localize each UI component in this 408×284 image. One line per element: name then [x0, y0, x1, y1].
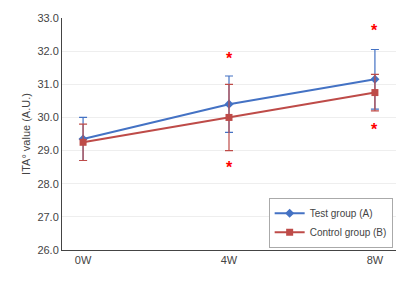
- svg-text:28.0: 28.0: [37, 178, 58, 190]
- svg-text:32.0: 32.0: [37, 45, 58, 57]
- svg-text:4W: 4W: [221, 254, 238, 266]
- svg-text:0W: 0W: [75, 254, 92, 266]
- svg-text:*: *: [226, 50, 233, 67]
- svg-text:ITA° value (A.U.): ITA° value (A.U.): [20, 93, 32, 175]
- svg-text:33.0: 33.0: [37, 12, 58, 24]
- svg-text:29.0: 29.0: [37, 144, 58, 156]
- svg-text:*: *: [226, 159, 233, 176]
- svg-text:8W: 8W: [367, 254, 384, 266]
- svg-text:31.0: 31.0: [37, 78, 58, 90]
- svg-text:*: *: [371, 22, 378, 39]
- svg-text:*: *: [371, 121, 378, 138]
- svg-text:30.0: 30.0: [37, 111, 58, 123]
- svg-text:Control group (B): Control group (B): [310, 227, 387, 238]
- svg-text:26.0: 26.0: [37, 244, 58, 256]
- svg-text:27.0: 27.0: [37, 211, 58, 223]
- svg-text:Test group (A): Test group (A): [310, 208, 373, 219]
